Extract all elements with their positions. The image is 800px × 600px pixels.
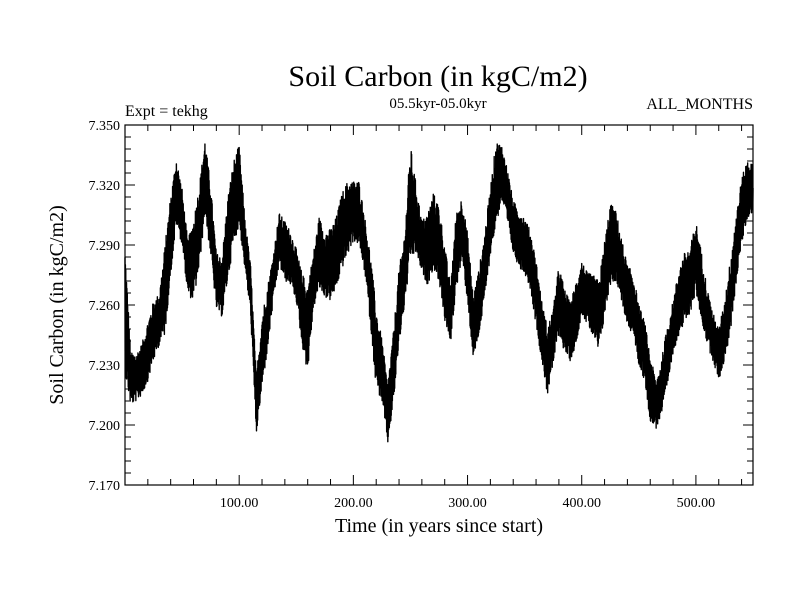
x-tick-label: 500.00 xyxy=(677,496,716,511)
y-tick-label: 7.290 xyxy=(89,239,121,254)
plot-frame xyxy=(124,124,754,486)
y-tick-label: 7.170 xyxy=(89,479,121,494)
x-tick-label: 200.00 xyxy=(334,496,373,511)
months-label: ALL_MONTHS xyxy=(646,96,753,113)
y-tick-label: 7.230 xyxy=(89,359,121,374)
x-tick-label: 100.00 xyxy=(220,496,259,511)
x-tick-label: 400.00 xyxy=(562,496,601,511)
y-tick-label: 7.260 xyxy=(89,299,121,314)
y-tick-label: 7.320 xyxy=(89,179,121,194)
experiment-label: Expt = tekhg xyxy=(125,103,208,120)
series-layer xyxy=(124,143,754,443)
chart-subtitle: 05.5kyr-05.0kyr xyxy=(389,96,486,112)
x-tick-label: 300.00 xyxy=(448,496,487,511)
y-tick-label: 7.350 xyxy=(89,119,121,134)
y-axis-label: Soil Carbon (in kgC/m2) xyxy=(46,205,68,404)
ticks-layer: 100.00 200.00 300.00 400.00 500.00 7.170 7.200… xyxy=(89,119,753,511)
y-tick-label: 7.200 xyxy=(89,419,121,434)
x-axis-label: Time (in years since start) xyxy=(335,515,543,537)
chart-title: Soil Carbon (in kgC/m2) xyxy=(288,60,587,93)
series-line-soil-carbon xyxy=(124,143,754,443)
